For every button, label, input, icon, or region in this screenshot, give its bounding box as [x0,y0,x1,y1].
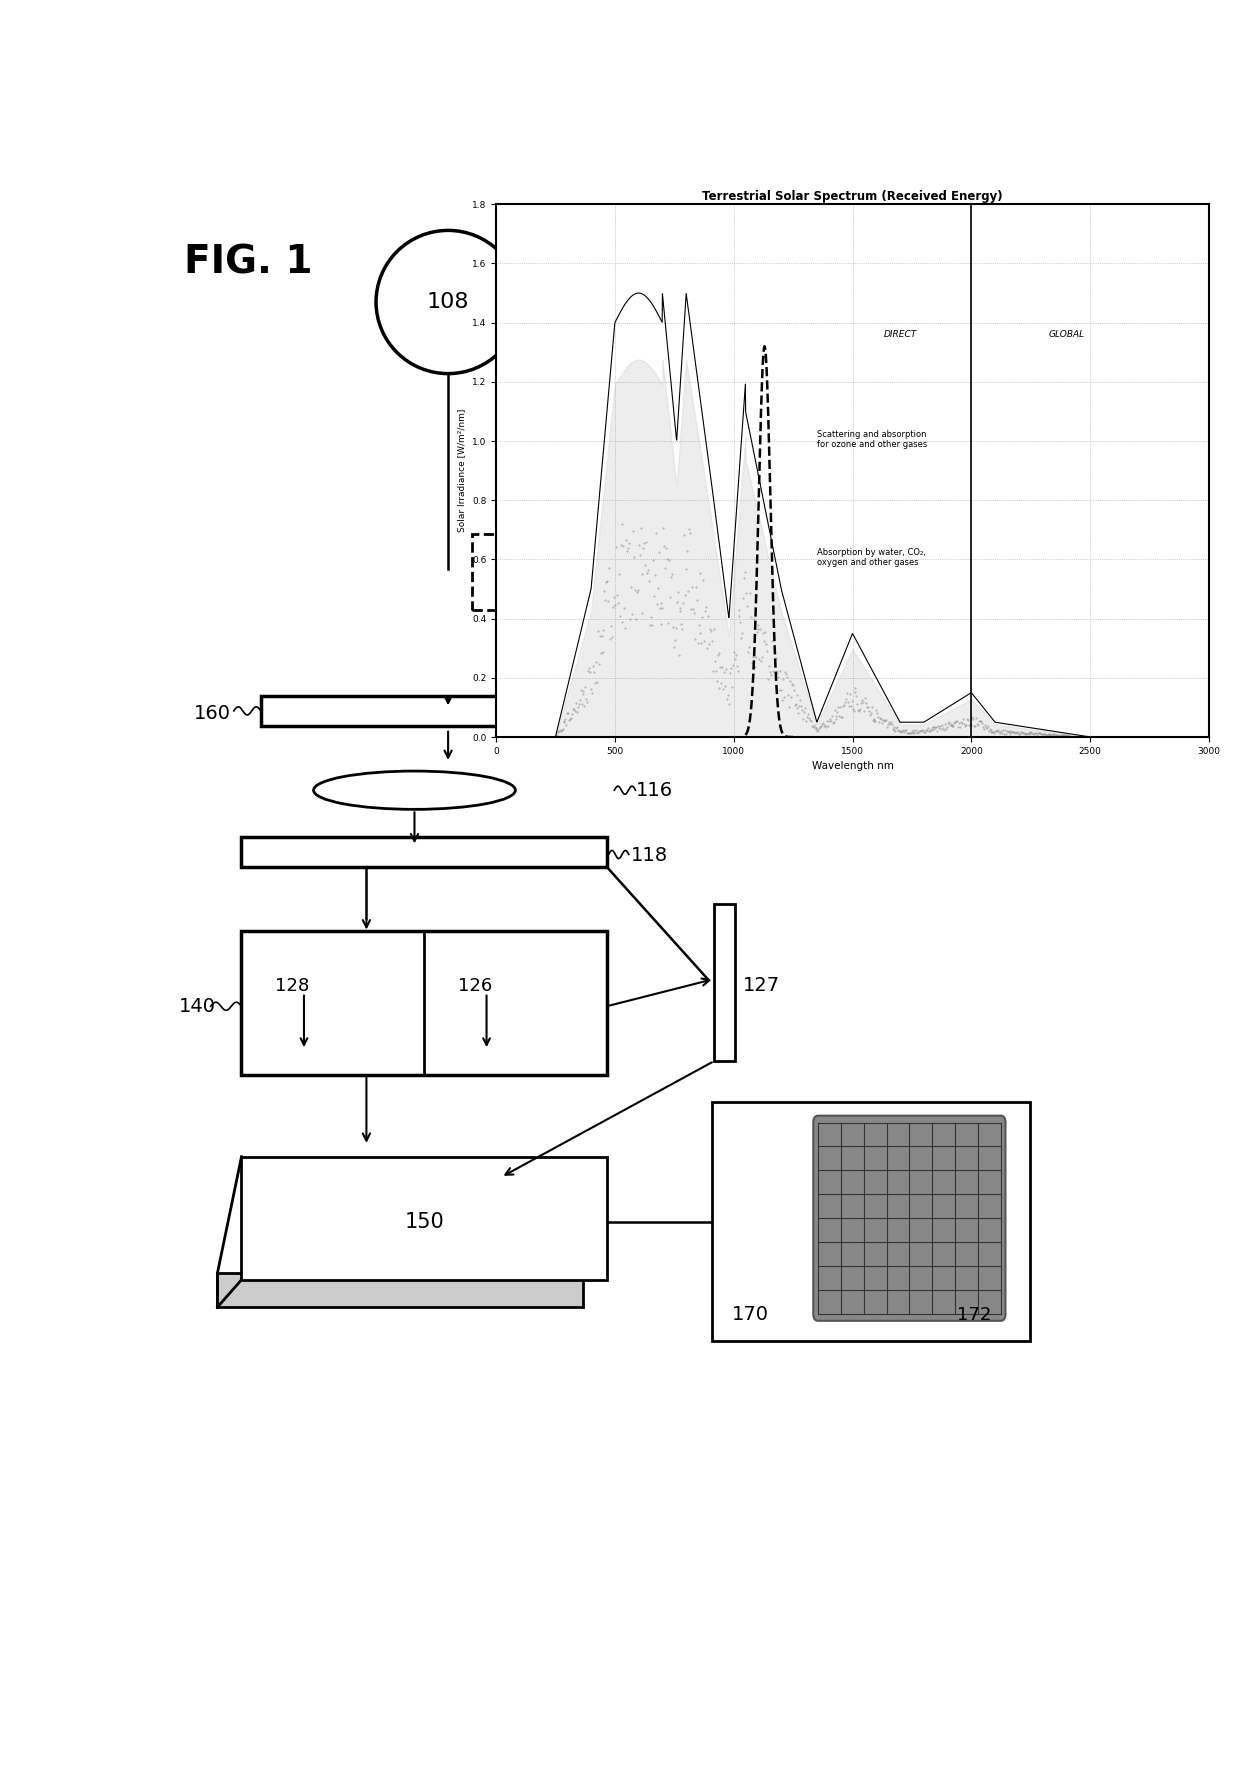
FancyBboxPatch shape [712,1101,1029,1341]
Text: 150: 150 [404,1213,444,1233]
FancyBboxPatch shape [260,696,703,726]
Ellipse shape [314,771,516,810]
Text: 128: 128 [275,977,309,995]
Text: 140: 140 [179,996,216,1016]
FancyBboxPatch shape [242,836,606,867]
Text: 116: 116 [635,781,672,799]
Text: 114: 114 [515,563,552,583]
Text: 110: 110 [942,263,988,286]
Text: 142: 142 [560,462,605,485]
Text: GLOBAL: GLOBAL [1048,330,1085,339]
Text: 144: 144 [733,426,777,451]
FancyBboxPatch shape [242,931,606,1074]
Text: 170: 170 [732,1305,769,1323]
Ellipse shape [376,231,521,373]
Text: Absorption by water, CO₂,
oxygen and other gases: Absorption by water, CO₂, oxygen and oth… [817,549,926,567]
Text: 172: 172 [957,1305,992,1323]
Text: DIRECT: DIRECT [883,330,916,339]
Text: 126: 126 [458,977,492,995]
Text: 118: 118 [631,847,668,865]
Text: 160: 160 [193,703,231,723]
FancyBboxPatch shape [242,1156,606,1280]
X-axis label: Wavelength nm: Wavelength nm [811,762,894,771]
Title: Terrestrial Solar Spectrum (Received Energy): Terrestrial Solar Spectrum (Received Ene… [702,190,1003,202]
FancyBboxPatch shape [217,1273,583,1307]
FancyBboxPatch shape [472,535,593,609]
Text: Scattering and absorption
for ozone and other gases: Scattering and absorption for ozone and … [817,430,928,449]
Text: 108: 108 [427,291,470,313]
Y-axis label: Solar Irradiance [W/m²/nm]: Solar Irradiance [W/m²/nm] [458,408,466,533]
FancyBboxPatch shape [813,1115,1006,1321]
FancyBboxPatch shape [714,904,735,1060]
Text: 127: 127 [743,977,780,995]
Text: FIG. 1: FIG. 1 [184,243,312,281]
